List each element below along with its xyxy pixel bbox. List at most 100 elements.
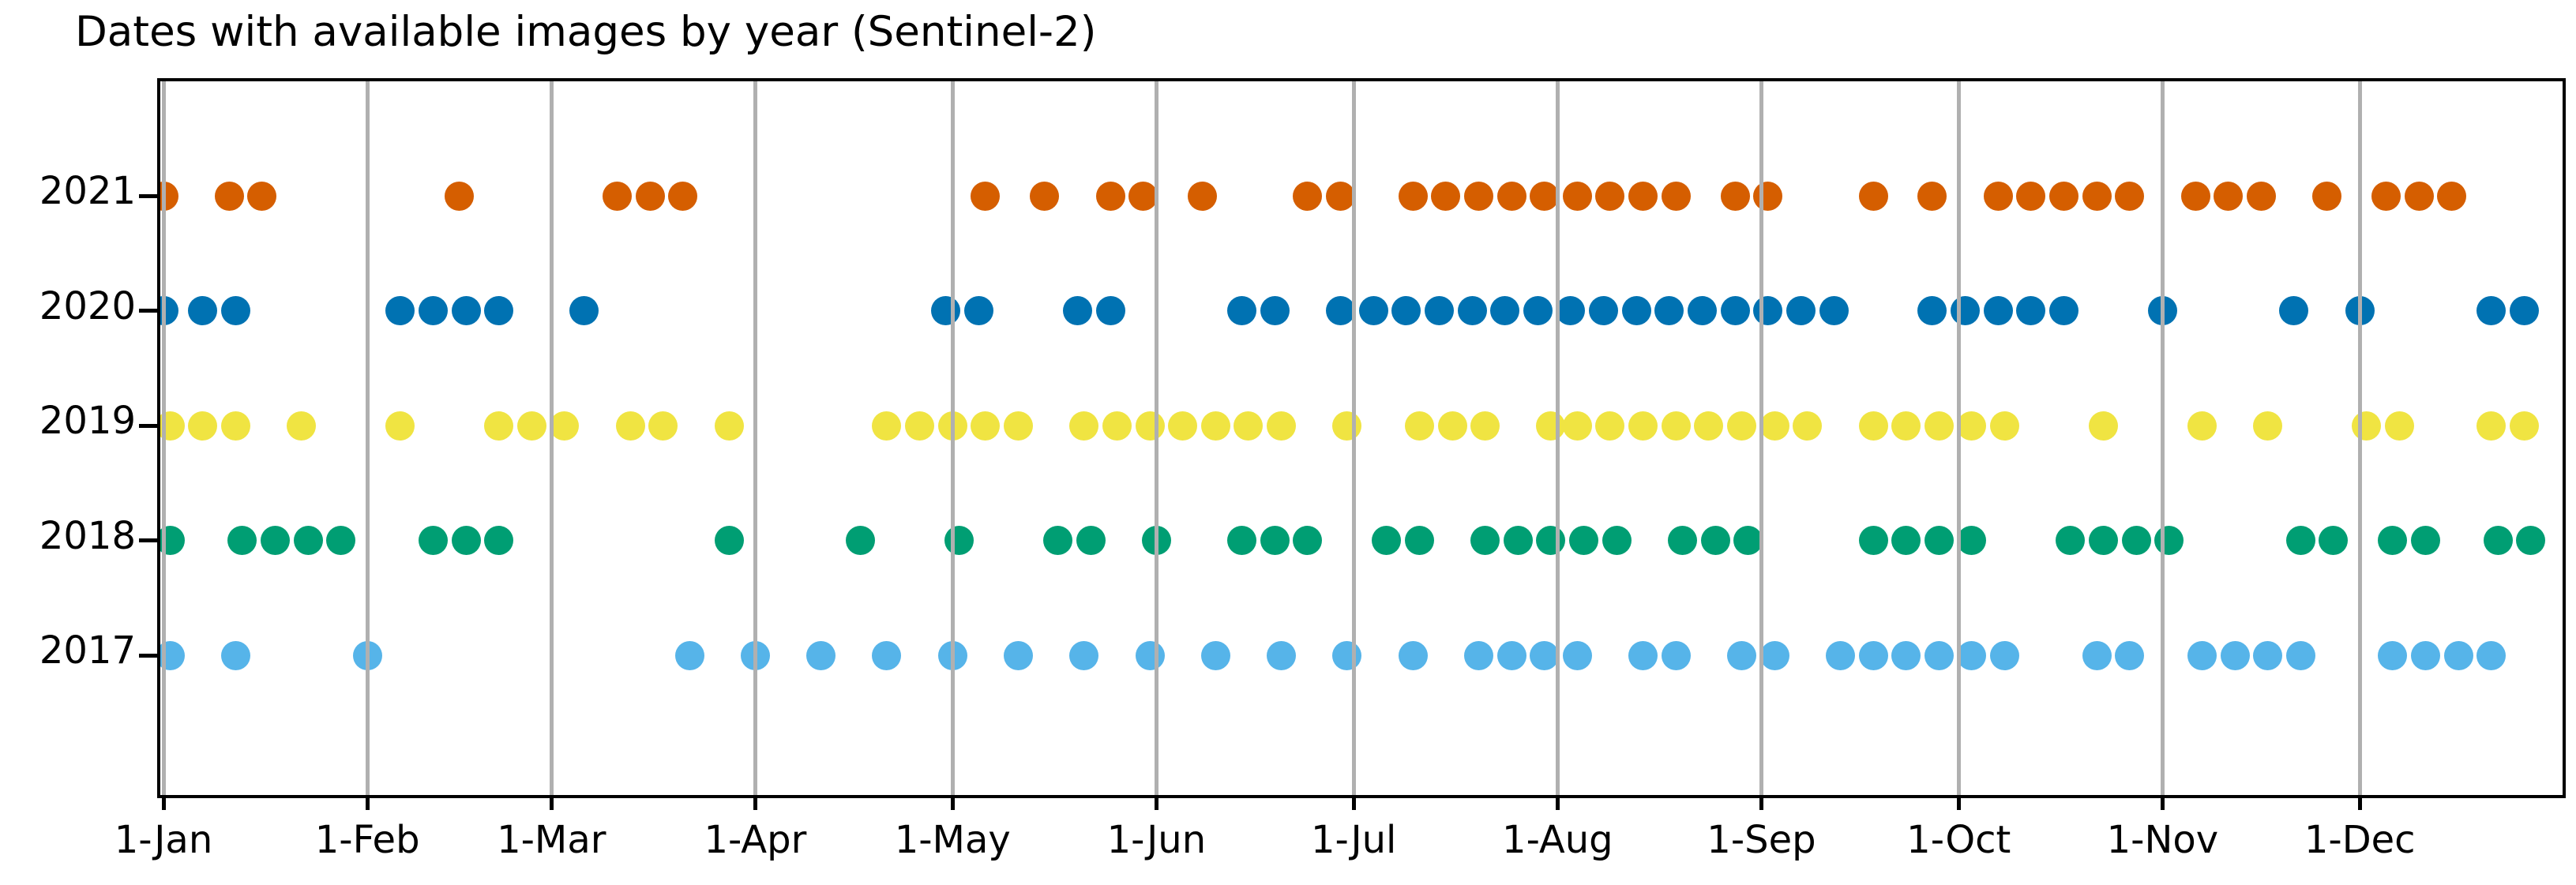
y-tick-mark [139,309,157,313]
data-point-2021-9-2 [1753,181,1783,211]
data-point-2020-2-6 [385,296,415,325]
data-point-2017-5-31 [1135,640,1165,670]
month-gridline-1-Apr [753,81,757,795]
data-point-2017-12-6 [2378,640,2408,670]
data-point-2017-5-21 [1069,640,1099,670]
data-point-2018-8-5 [1569,526,1599,555]
data-point-2019-9-8 [1793,411,1823,441]
data-point-2018-6-24 [1293,526,1323,555]
data-point-2019-9-3 [1759,411,1789,441]
data-point-2018-5-17 [1042,526,1072,555]
data-point-2020-9-12 [1819,296,1849,325]
x-tick-label-1-Jan: 1-Jan [114,818,213,862]
data-point-2018-6-19 [1260,526,1290,555]
data-point-2021-11-11 [2214,181,2244,211]
data-point-2019-8-19 [1661,411,1691,441]
data-point-2021-12-15 [2437,181,2467,211]
data-point-2021-10-22 [2082,181,2112,211]
data-point-2019-11-7 [2187,411,2217,441]
data-point-2017-8-29 [1726,640,1756,670]
data-point-2017-9-13 [1825,640,1855,670]
data-point-2021-7-20 [1463,181,1493,211]
y-tick-label-2020: 2020 [39,283,136,328]
x-tick-mark [161,795,166,810]
data-point-2020-7-19 [1457,296,1487,325]
data-point-2020-5-20 [1062,296,1092,325]
data-point-2017-8-4 [1562,640,1592,670]
data-point-2019-4-21 [872,411,902,441]
month-gridline-1-Nov [2160,81,2165,795]
x-tick-mark [950,795,955,810]
x-tick-label-1-Apr: 1-Apr [704,818,807,862]
data-point-2020-9-2 [1753,296,1783,325]
data-point-2017-10-8 [1990,640,2020,670]
data-point-2021-11-16 [2246,181,2276,211]
data-point-2019-5-31 [1135,411,1165,441]
data-point-2017-12-21 [2476,640,2507,670]
data-point-2019-6-5 [1168,411,1198,441]
data-point-2019-4-26 [905,411,935,441]
data-point-2018-3-28 [714,526,744,555]
data-point-2017-9-23 [1891,640,1921,670]
data-point-2018-1-18 [261,526,291,555]
data-point-2019-3-18 [648,411,678,441]
data-point-2018-7-31 [1536,526,1566,555]
data-point-2019-8-14 [1628,411,1658,441]
x-tick-label-1-Feb: 1-Feb [314,818,420,862]
data-point-2021-3-16 [635,181,665,211]
x-tick-mark [2160,795,2165,810]
x-tick-label-1-Jul: 1-Jul [1310,818,1397,862]
data-point-2017-6-20 [1267,640,1297,670]
x-tick-mark [365,795,370,810]
data-point-2018-5-22 [1076,526,1106,555]
data-point-2017-10-27 [2115,640,2145,670]
plot-area [157,78,2566,798]
data-point-2017-6-10 [1200,640,1230,670]
data-point-2021-3-21 [668,181,698,211]
x-tick-mark [1154,795,1158,810]
data-point-2017-9-28 [1924,640,1954,670]
data-point-2019-9-18 [1858,411,1888,441]
data-point-2021-9-18 [1858,181,1888,211]
data-point-2018-1-13 [227,526,257,555]
data-point-2018-12-22 [2483,526,2513,555]
data-point-2020-7-14 [1424,296,1454,325]
month-gridline-1-Jul [1351,81,1356,795]
data-point-2020-8-13 [1621,296,1651,325]
y-tick-mark [139,538,157,542]
data-point-2018-2-16 [451,526,481,555]
data-point-2019-1-22 [287,411,317,441]
data-point-2018-4-17 [846,526,876,555]
data-point-2019-9-23 [1891,411,1921,441]
data-point-2021-12-10 [2404,181,2434,211]
x-tick-label-1-Oct: 1-Oct [1906,818,2011,862]
data-point-2017-9-3 [1759,640,1789,670]
month-gridline-1-Dec [2357,81,2362,795]
data-point-2019-5-11 [1004,411,1033,441]
data-point-2018-2-21 [484,526,514,555]
data-point-2019-5-21 [1069,411,1099,441]
data-point-2017-1-12 [221,640,251,670]
data-point-2021-8-19 [1661,181,1691,211]
data-point-2018-12-6 [2378,526,2408,555]
data-point-2019-12-2 [2352,411,2382,441]
month-gridline-1-Sep [1759,81,1763,795]
data-point-2019-6-30 [1332,411,1362,441]
data-point-2019-1-12 [221,411,251,441]
data-point-2019-2-21 [484,411,514,441]
data-point-2018-7-6 [1372,526,1402,555]
data-point-2021-7-15 [1431,181,1461,211]
data-point-2019-8-9 [1595,411,1625,441]
data-point-2017-8-14 [1628,640,1658,670]
data-point-2020-12-21 [2476,296,2507,325]
data-point-2021-5-30 [1128,181,1158,211]
data-point-2021-10-7 [1983,181,2013,211]
data-point-2021-2-15 [445,181,475,211]
data-point-2017-11-22 [2285,640,2315,670]
data-point-2019-8-4 [1562,411,1592,441]
data-point-2021-7-25 [1496,181,1526,211]
data-point-2019-7-31 [1536,411,1566,441]
x-tick-mark [1956,795,1961,810]
data-point-2020-1-7 [188,296,218,325]
data-point-2017-7-25 [1496,640,1526,670]
